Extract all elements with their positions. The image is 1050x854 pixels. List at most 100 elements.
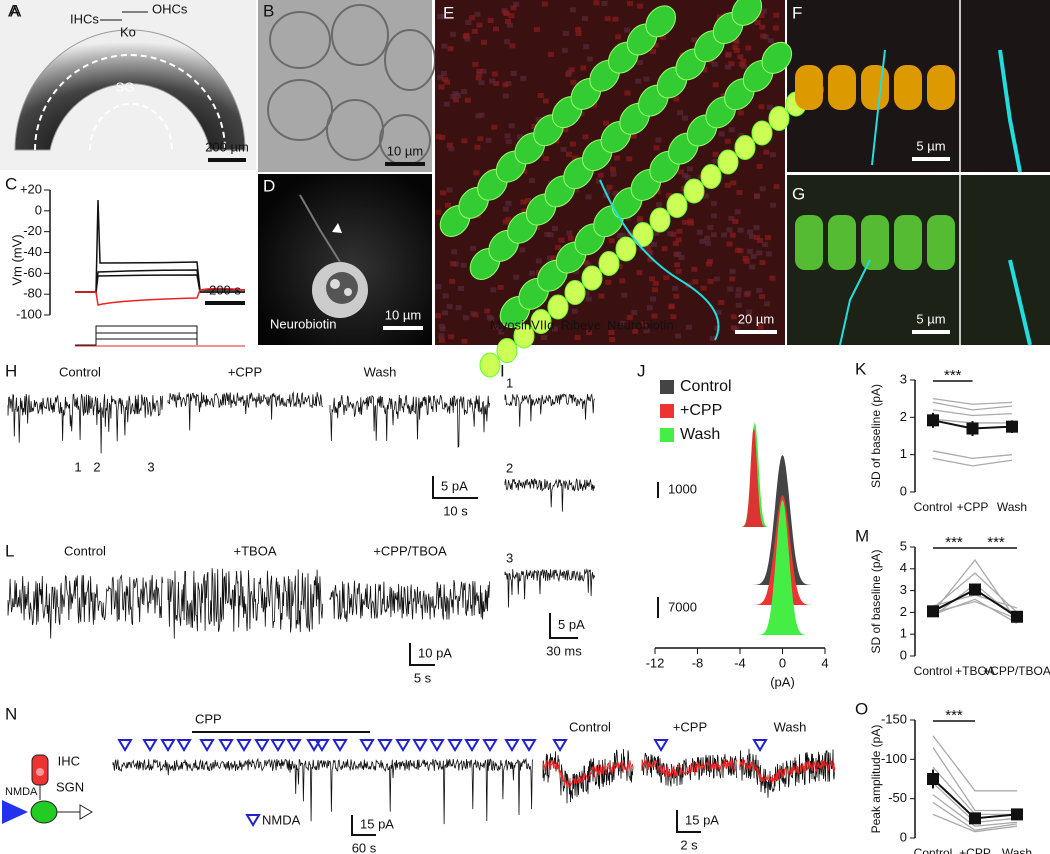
nmda-marker xyxy=(218,739,234,752)
cell xyxy=(550,255,557,261)
cell xyxy=(630,133,637,139)
cell xyxy=(767,38,774,44)
cell xyxy=(444,202,451,208)
cell xyxy=(637,216,644,222)
nmda-marker xyxy=(160,739,176,752)
cell xyxy=(452,91,459,97)
cell xyxy=(734,209,741,215)
individual-line xyxy=(932,558,1018,622)
cell xyxy=(619,278,626,284)
individual-line xyxy=(932,598,1018,624)
cell xyxy=(476,22,483,28)
cell xyxy=(575,27,582,33)
nmda-marker xyxy=(199,739,215,752)
label: +CPP xyxy=(228,364,262,379)
cell xyxy=(501,7,508,13)
cell xyxy=(562,127,569,133)
cell xyxy=(701,67,708,73)
cell xyxy=(711,61,718,67)
cell xyxy=(537,92,544,98)
cell xyxy=(673,293,680,299)
cell xyxy=(503,11,510,17)
cell xyxy=(675,237,682,243)
cell xyxy=(603,120,610,126)
cell xyxy=(476,68,483,74)
cell xyxy=(712,151,719,157)
cell xyxy=(491,71,498,77)
cell xyxy=(621,292,628,298)
label: N xyxy=(5,704,17,723)
label: 5 µm xyxy=(916,311,945,326)
cell xyxy=(750,253,757,259)
cell xyxy=(541,1,548,7)
label: 1 xyxy=(506,375,513,390)
cell xyxy=(754,235,761,241)
hair-cell xyxy=(547,294,569,320)
label: (pA) xyxy=(770,674,795,689)
label: F xyxy=(792,3,802,22)
cell xyxy=(647,256,654,262)
cell xyxy=(646,305,653,311)
trace xyxy=(504,568,595,608)
mean-marker xyxy=(1006,420,1018,433)
cell xyxy=(439,190,446,196)
hair-cell xyxy=(751,120,773,146)
cell xyxy=(746,229,753,235)
cell xyxy=(724,182,731,188)
cell xyxy=(525,198,532,204)
cell xyxy=(595,178,602,184)
cell xyxy=(606,184,613,190)
cell xyxy=(435,134,442,140)
nmda-marker xyxy=(504,739,520,752)
cell xyxy=(598,293,605,299)
cell xyxy=(649,276,656,282)
label: 1 xyxy=(900,626,907,641)
label: -100 xyxy=(881,751,907,766)
cell xyxy=(617,232,624,238)
hair-cell xyxy=(795,65,823,110)
cell xyxy=(759,260,766,266)
cell xyxy=(668,304,675,310)
cell xyxy=(510,71,517,77)
cell xyxy=(465,19,472,25)
label: E xyxy=(443,3,454,22)
mean-marker xyxy=(927,414,939,427)
cell xyxy=(740,58,747,64)
cell xyxy=(610,171,617,177)
label: Wash xyxy=(997,500,1027,514)
trace xyxy=(329,394,490,448)
cell xyxy=(756,250,763,256)
cell xyxy=(492,26,499,32)
fiber xyxy=(871,49,886,166)
individual-line xyxy=(932,572,1018,613)
nmda-marker xyxy=(176,739,192,752)
cell xyxy=(505,200,512,206)
cell xyxy=(773,184,780,190)
cell xyxy=(489,78,496,84)
cell xyxy=(712,82,719,88)
cell xyxy=(498,329,505,335)
hair-cell xyxy=(513,323,535,349)
cell xyxy=(463,32,470,38)
cell xyxy=(624,27,631,33)
cell xyxy=(450,94,457,100)
cell xyxy=(502,93,509,99)
cell xyxy=(766,121,773,127)
cell xyxy=(652,280,659,286)
hair-cell xyxy=(615,236,637,262)
histogram xyxy=(655,495,825,605)
label: Wash xyxy=(364,364,397,379)
cell xyxy=(678,255,685,261)
cell xyxy=(464,97,471,103)
individual-line xyxy=(932,794,1018,827)
cell xyxy=(565,70,572,76)
cell xyxy=(754,20,761,26)
cell xyxy=(699,238,706,244)
cell xyxy=(435,284,442,290)
scale-bar xyxy=(383,326,423,330)
cell xyxy=(487,18,494,24)
label: L xyxy=(5,541,14,560)
cell xyxy=(636,59,643,65)
cell xyxy=(477,136,484,142)
